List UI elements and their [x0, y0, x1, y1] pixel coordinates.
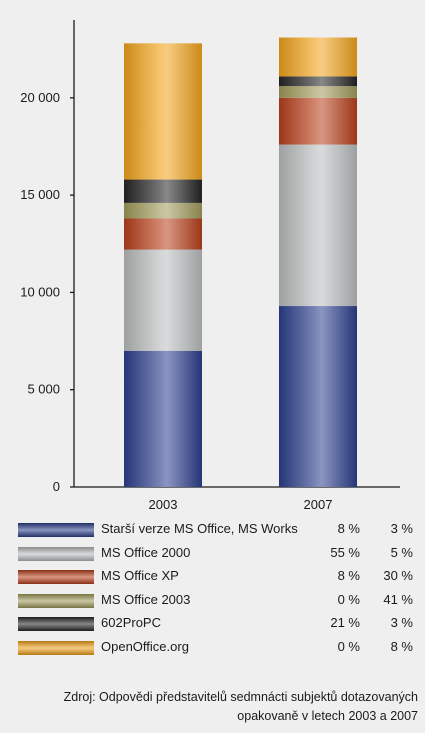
legend-label: 602ProPC	[101, 615, 161, 630]
x-tick-label-2003: 2003	[149, 497, 178, 512]
legend-label: MS Office 2000	[101, 544, 191, 560]
legend-pct-2007: 30 %	[383, 568, 413, 583]
bar-segment-2003-2	[124, 249, 202, 351]
legend-swatch	[18, 546, 94, 561]
source-line-2: opakovaně v letech 2003 a 2007	[237, 709, 418, 723]
stacked-bar-chart: 0 5 000 10 000 15 000 20 000 2003 2007	[20, 20, 400, 512]
legend-pct-2007: 3 %	[390, 615, 413, 630]
legend-swatch	[18, 570, 94, 584]
legend-pct-2003: 55 %	[330, 544, 360, 560]
y-tick-label: 5 000	[27, 382, 60, 397]
legend-pct-2003: 0 %	[337, 591, 360, 607]
legend-pct-2007: 8 %	[390, 638, 413, 654]
legend-swatch	[18, 523, 94, 537]
bar-segment-2003-5	[124, 179, 202, 203]
legend-item: Starší verze MS Office, MS Works 8 % 3 %	[18, 519, 418, 541]
legend-item: MS Office XP 8 % 30 %	[18, 566, 418, 588]
legend-item: MS Office 2000 55 % 5 %	[18, 543, 418, 565]
legend-pct-2003: 21 %	[330, 615, 360, 630]
legend-label: MS Office XP	[101, 568, 179, 583]
legend-item: 602ProPC 21 % 3 %	[18, 613, 418, 635]
bar-segment-2007-2	[279, 144, 357, 307]
legend-swatch	[18, 593, 94, 608]
legend-item: OpenOffice.org 0 % 8 %	[18, 637, 418, 659]
legend-pct-2003: 8 %	[337, 521, 360, 536]
legend-label: Starší verze MS Office, MS Works	[101, 521, 298, 536]
source-note: Zdroj: Odpovědi představitelů sedmnácti …	[0, 688, 418, 726]
bar-segment-2007-5	[279, 76, 357, 87]
legend-pct-2007: 3 %	[390, 521, 413, 536]
legend-pct-2007: 41 %	[383, 591, 413, 607]
y-tick-label: 10 000	[20, 284, 60, 299]
legend-pct-2003: 0 %	[337, 638, 360, 654]
legend-pct-2003: 8 %	[337, 568, 360, 583]
x-tick-label-2007: 2007	[304, 497, 333, 512]
bar-segment-2003-1	[124, 350, 202, 487]
y-tick-label: 0	[53, 479, 60, 494]
legend-label: OpenOffice.org	[101, 638, 189, 654]
bar-segment-2007-3	[279, 97, 357, 145]
legend-item: MS Office 2003 0 % 41 %	[18, 590, 418, 612]
legend-swatch	[18, 617, 94, 631]
legend-label: MS Office 2003	[101, 591, 191, 607]
legend-swatch	[18, 640, 94, 655]
bar-segment-2007-1	[279, 306, 357, 487]
bar-segment-2003-6	[124, 43, 202, 180]
source-line-1: Zdroj: Odpovědi představitelů sedmnácti …	[63, 690, 418, 704]
bar-segment-2003-4	[124, 202, 202, 219]
bar-segment-2007-4	[279, 86, 357, 98]
y-tick-label: 15 000	[20, 187, 60, 202]
bar-segment-2003-3	[124, 218, 202, 250]
legend-pct-2007: 5 %	[390, 544, 413, 560]
bar-segment-2007-6	[279, 37, 357, 77]
y-tick-label: 20 000	[20, 90, 60, 105]
